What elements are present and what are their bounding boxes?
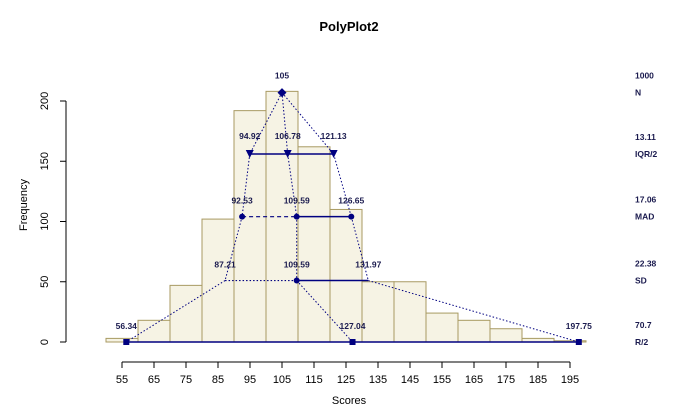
diamond-marker — [277, 88, 287, 98]
point-label: 87.21 — [214, 260, 236, 270]
connector-line — [224, 216, 243, 281]
connector-line — [281, 92, 334, 155]
side-stat-name: R/2 — [635, 337, 649, 347]
point-label: 92.53 — [231, 196, 253, 206]
connector-line — [333, 153, 352, 217]
x-tick-label: 75 — [180, 374, 192, 386]
triangle-marker — [245, 150, 254, 159]
triangle-marker — [283, 150, 292, 159]
square-marker — [575, 339, 582, 345]
x-tick-label: 185 — [529, 374, 547, 386]
x-tick-label: 125 — [337, 374, 355, 386]
y-tick-label: 50 — [39, 276, 51, 288]
point-label: 127.04 — [340, 321, 366, 331]
point-markers — [123, 88, 582, 345]
connector-line — [241, 153, 251, 217]
histogram-bar — [137, 319, 171, 343]
point-label: 197.75 — [566, 321, 592, 331]
side-stat-value: 13.11 — [635, 132, 656, 142]
square-marker — [123, 339, 130, 345]
x-tick-label: 135 — [369, 374, 387, 386]
circle-marker — [293, 277, 300, 284]
point-labels: 105 94.92 106.78 121.13 92.53 109.59 126.65 87.… — [116, 71, 592, 331]
y-tick-label: 150 — [39, 152, 51, 170]
x-axis-label: Scores — [332, 395, 367, 407]
histogram-bar — [233, 110, 267, 343]
x-tick-label: 165 — [465, 374, 483, 386]
point-label: 56.34 — [116, 321, 138, 331]
x-tick-label: 95 — [244, 374, 256, 386]
histogram-bar — [297, 146, 331, 343]
histogram-bar — [425, 312, 459, 343]
connector-line — [287, 153, 298, 217]
side-stat-value: 1000 — [635, 71, 654, 81]
y-tick-label: 100 — [39, 212, 51, 230]
x-tick-label: 195 — [561, 374, 579, 386]
point-label: 109.59 — [284, 196, 310, 206]
side-stat-value: 17.06 — [635, 195, 657, 205]
y-axis-label: Frequency — [18, 179, 30, 231]
triangle-marker — [329, 150, 338, 159]
histogram-bar — [361, 281, 395, 343]
point-label: 106.78 — [275, 131, 301, 141]
side-stat-name: SD — [635, 276, 647, 286]
point-label: 109.59 — [284, 260, 310, 270]
side-stat-value: 70.7 — [635, 320, 652, 330]
side-stat-name: IQR/2 — [635, 149, 657, 159]
circle-marker — [348, 213, 355, 220]
point-label: 126.65 — [338, 196, 364, 206]
point-label: 121.13 — [321, 131, 347, 141]
point-label: 131.97 — [355, 260, 381, 270]
connector-line — [350, 216, 369, 281]
x-tick-label: 85 — [212, 374, 224, 386]
connector-line — [249, 92, 283, 155]
histogram-bar — [169, 284, 203, 343]
x-tick-label: 145 — [401, 374, 419, 386]
histogram-bar — [489, 328, 523, 343]
side-stat-name: MAD — [635, 212, 654, 222]
histogram-bar — [393, 281, 427, 343]
histogram-bar — [457, 319, 491, 343]
x-tick-label: 65 — [148, 374, 160, 386]
y-tick-label: 0 — [39, 339, 51, 345]
side-stat-value: 22.38 — [635, 259, 657, 269]
histogram-bars — [105, 90, 587, 343]
square-marker — [349, 339, 356, 345]
x-tick-label: 175 — [497, 374, 515, 386]
axes: 55 65 75 85 95 105 115 125 135 145 155 165 175 185 195… — [39, 92, 579, 386]
connector-lines — [126, 92, 579, 343]
x-tick-label: 55 — [116, 374, 128, 386]
circle-marker — [293, 213, 300, 220]
chart-title: PolyPlot2 — [319, 19, 378, 34]
side-stats: 1000 N 13.11 IQR/2 17.06 MAD 22.38 SD 70.7 R/2 — [635, 71, 657, 347]
point-label: 105 — [275, 71, 289, 81]
x-tick-label: 115 — [305, 374, 323, 386]
x-tick-label: 155 — [433, 374, 451, 386]
point-label: 94.92 — [239, 131, 261, 141]
y-tick-label: 200 — [39, 92, 51, 110]
side-stat-name: N — [635, 88, 641, 98]
circle-marker — [239, 213, 246, 220]
x-tick-label: 105 — [273, 374, 291, 386]
connector-line — [368, 280, 579, 343]
